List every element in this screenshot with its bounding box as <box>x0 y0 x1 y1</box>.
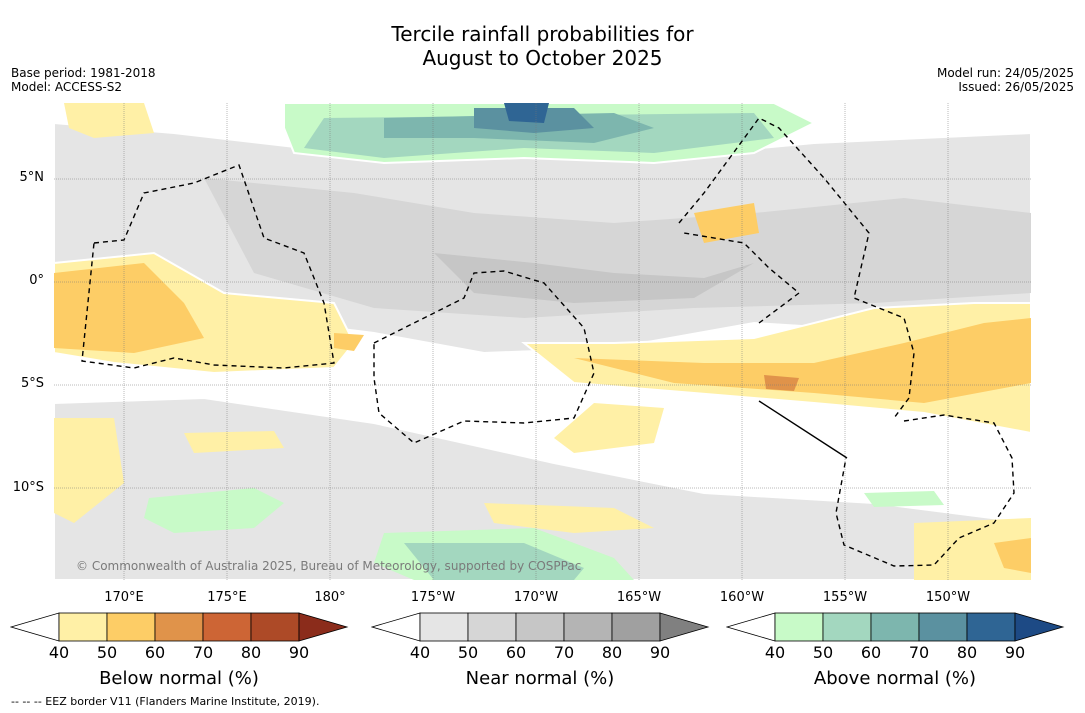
below-normal-southeast-50 <box>994 538 1031 573</box>
colorbar-tick-label: 50 <box>812 643 834 662</box>
lon-tick-170w: 170°W <box>513 590 559 605</box>
colorbar-near-normal <box>371 612 710 642</box>
below-normal-region-southeast <box>914 518 1031 580</box>
below-normal-region-north-2 <box>694 203 759 243</box>
lat-tick-0: 0° <box>29 273 44 288</box>
colorbar-segment <box>659 612 710 642</box>
eez-border-marquesas-cook <box>683 232 801 324</box>
colorbar-tick-label: 70 <box>553 643 575 662</box>
colorbar-segment <box>563 612 613 642</box>
colorbar-segment <box>774 612 824 642</box>
lat-tick-5n: 5°N <box>19 170 45 185</box>
colorbar-segment <box>467 612 517 642</box>
lon-tick-180: 180° <box>314 590 346 605</box>
eez-border-phoenix <box>373 270 595 444</box>
colorbar-segment <box>298 612 349 642</box>
colorbar-segment <box>515 612 565 642</box>
colorbar-below-normal <box>10 612 349 642</box>
colorbar-segment <box>106 612 156 642</box>
copyright-notice: © Commonwealth of Australia 2025, Bureau… <box>76 559 582 573</box>
lon-tick-160w: 160°W <box>719 590 765 605</box>
map-title: Tercile rainfall probabilities for Augus… <box>0 22 1085 70</box>
lon-tick-155w: 155°W <box>822 590 868 605</box>
colorbar-tick-label: 80 <box>956 643 978 662</box>
below-normal-west-50b <box>334 333 364 351</box>
probability-map[interactable] <box>54 103 1031 580</box>
colorbar-tick-label: 60 <box>505 643 527 662</box>
title-line-2: August to October 2025 <box>422 46 663 70</box>
colorbar-segment <box>918 612 968 642</box>
gridlines <box>54 103 1031 580</box>
colorbar-below-normal-label: Below normal (%) <box>99 668 259 689</box>
colorbar-segment <box>58 612 108 642</box>
below-normal-region-south-1 <box>54 418 124 523</box>
below-normal-region-north-1 <box>64 103 154 138</box>
below-normal-east-60 <box>764 375 799 391</box>
colorbar-tick-label: 60 <box>860 643 882 662</box>
below-normal-east-50 <box>574 318 1031 403</box>
colorbar-tick-label: 40 <box>409 643 431 662</box>
colorbar-segment <box>966 612 1016 642</box>
colorbar-min-arrow <box>726 612 776 642</box>
colorbar-min-arrow <box>10 612 60 642</box>
colorbar-tick-label: 80 <box>601 643 623 662</box>
colorbar-near-normal-label: Near normal (%) <box>465 668 615 689</box>
meta-left: Base period: 1981-2018 Model: ACCESS-S2 <box>11 66 156 94</box>
near-normal-region-south <box>54 396 1031 580</box>
above-normal-region-southwest <box>144 488 284 533</box>
colorbar-tick-label: 90 <box>1004 643 1026 662</box>
colorbar-tick-label: 80 <box>240 643 262 662</box>
colorbar-tick-label: 40 <box>764 643 786 662</box>
colorbar-tick-label: 50 <box>96 643 118 662</box>
base-period: Base period: 1981-2018 <box>11 66 156 80</box>
colorbar-above-normal <box>726 612 1065 642</box>
near-normal-region-darker <box>204 178 1031 318</box>
eez-border-solid <box>758 400 848 459</box>
below-normal-region-south-4 <box>484 503 654 533</box>
eez-border-cook <box>835 414 1015 567</box>
colorbar-segment <box>822 612 872 642</box>
colorbar-tick-label: 90 <box>649 643 671 662</box>
near-normal-region-mid <box>434 253 754 303</box>
colorbar-tick-label: 70 <box>908 643 930 662</box>
colorbar-above-normal-label: Above normal (%) <box>813 668 977 689</box>
colorbar-tick-label: 50 <box>457 643 479 662</box>
colorbar-segment <box>870 612 920 642</box>
eez-border-tuvalu-kiribati <box>81 164 335 369</box>
above-normal-south-50 <box>404 543 584 580</box>
lon-tick-150w: 150°W <box>925 590 971 605</box>
lat-tick-10s: 10°S <box>12 480 44 495</box>
above-normal-80 <box>504 103 549 123</box>
colorbar-segment <box>1014 612 1065 642</box>
lat-tick-5s: 5°S <box>20 376 44 391</box>
above-normal-region-southeast <box>864 491 944 507</box>
lon-tick-175e: 175°E <box>207 590 247 605</box>
colorbar-tick-label: 40 <box>48 643 70 662</box>
below-normal-west-50 <box>54 263 204 353</box>
colorbar-min-arrow <box>371 612 421 642</box>
lon-tick-170e: 170°E <box>104 590 144 605</box>
meta-right: Model run: 24/05/2025 Issued: 26/05/2025 <box>937 66 1074 94</box>
colorbar-tick-label: 60 <box>144 643 166 662</box>
lon-tick-165w: 165°W <box>616 590 662 605</box>
eez-borders <box>81 117 1015 567</box>
colorbar-segment <box>250 612 300 642</box>
below-normal-region-south-2 <box>184 431 284 453</box>
title-line-1: Tercile rainfall probabilities for <box>391 22 694 46</box>
colorbar-segment <box>154 612 204 642</box>
lon-tick-175w: 175°W <box>410 590 456 605</box>
eez-border-line-islands <box>678 117 915 419</box>
colorbar-segment <box>611 612 661 642</box>
eez-legend-footer: -- -- -- EEZ border V11 (Flanders Marine… <box>11 695 320 708</box>
issued-date: Issued: 26/05/2025 <box>958 80 1074 94</box>
model-run: Model run: 24/05/2025 <box>936 66 1074 80</box>
below-normal-region-south-3 <box>554 403 664 453</box>
colorbar-segment <box>202 612 252 642</box>
colorbar-segment <box>419 612 469 642</box>
colorbar-tick-label: 70 <box>192 643 214 662</box>
model-name: Model: ACCESS-S2 <box>11 80 123 94</box>
colorbar-tick-label: 90 <box>288 643 310 662</box>
